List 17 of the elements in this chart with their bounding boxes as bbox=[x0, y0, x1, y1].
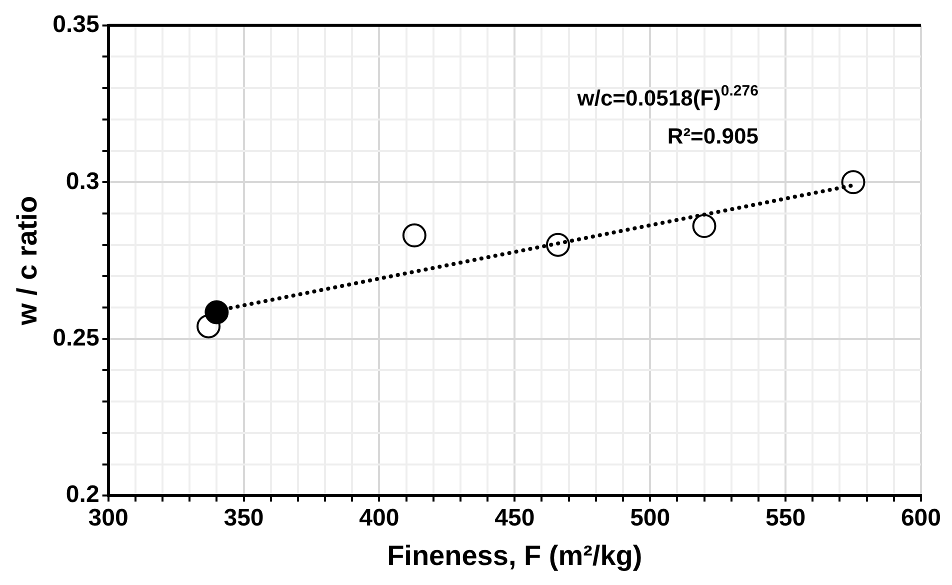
y-tick-label: 0.25 bbox=[52, 324, 100, 352]
x-tick-label: 350 bbox=[224, 504, 264, 532]
y-axis-title: w / c ratio bbox=[12, 196, 43, 326]
x-tick-label: 450 bbox=[494, 504, 535, 532]
y-tick-label: 0.35 bbox=[52, 11, 100, 38]
x-tick-label: 500 bbox=[630, 504, 670, 532]
point bbox=[841, 170, 866, 194]
point bbox=[196, 314, 221, 338]
point bbox=[692, 214, 716, 238]
y-tick-label: 0.3 bbox=[66, 168, 100, 195]
point bbox=[546, 232, 570, 257]
x-tick-label: 600 bbox=[900, 504, 941, 532]
x-tick-label: 550 bbox=[766, 504, 806, 532]
point bbox=[402, 223, 426, 248]
x-axis-title: Fineness, F (m²/kg) bbox=[387, 540, 642, 571]
x-tick-label: 400 bbox=[359, 504, 400, 532]
annotation: R²=0.905 bbox=[667, 123, 758, 148]
